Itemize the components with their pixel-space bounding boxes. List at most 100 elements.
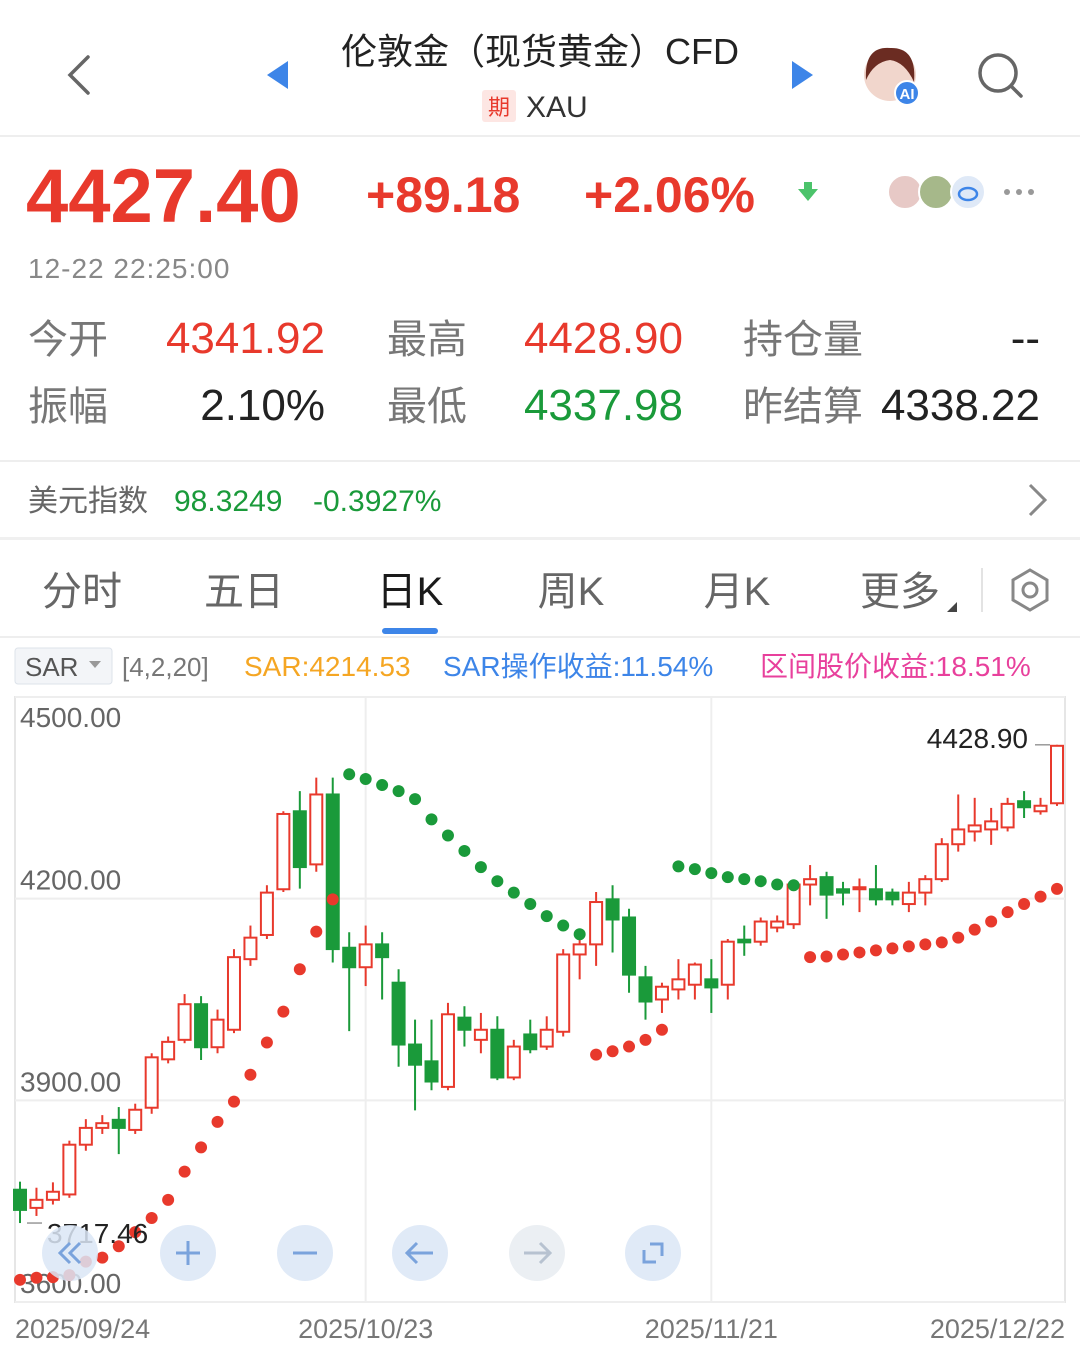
candle-body <box>918 878 933 894</box>
sar-dot <box>771 878 784 891</box>
chart-settings-button[interactable] <box>1011 568 1049 612</box>
sar-dot <box>886 942 899 955</box>
candle-body <box>292 810 307 869</box>
candle-body <box>671 978 686 991</box>
fullscreen-button[interactable] <box>625 1225 681 1281</box>
sar-dot <box>474 861 487 874</box>
period-tab[interactable]: 分时 <box>42 570 122 614</box>
zoom-out-button[interactable] <box>277 1225 333 1281</box>
candle-body <box>901 891 916 906</box>
stat-label: 持仓量 <box>743 318 863 362</box>
candle-body <box>984 820 999 831</box>
scroll-right-button[interactable] <box>509 1225 565 1281</box>
stat-label: 昨结算 <box>743 385 863 429</box>
ai-badge: AI <box>900 86 915 103</box>
community-avatars[interactable] <box>887 174 986 210</box>
period-tab[interactable]: 周K <box>538 570 605 614</box>
more-caret <box>947 602 957 612</box>
indicator-selector[interactable]: SAR <box>14 647 113 685</box>
sar-dot <box>623 1040 636 1053</box>
candle-body <box>325 793 340 951</box>
back-button[interactable] <box>67 55 90 95</box>
period-tab[interactable]: 更多 <box>860 570 940 614</box>
stat-value: 4337.98 <box>524 381 683 430</box>
candle-body <box>687 963 702 986</box>
candle-body <box>29 1198 44 1209</box>
candle-body <box>391 981 406 1046</box>
period-tab[interactable]: 月K <box>704 570 771 614</box>
sar-dot <box>425 813 438 826</box>
candle-body <box>111 1118 126 1129</box>
sar-dot <box>968 923 981 936</box>
period-tab[interactable]: 日K <box>377 570 444 614</box>
selector-box <box>14 647 113 685</box>
candle-body <box>78 1126 93 1146</box>
avatar-hair <box>865 47 915 82</box>
button-bg <box>625 1225 681 1281</box>
scroll-left-button[interactable] <box>392 1225 448 1281</box>
candle-body <box>885 891 900 901</box>
search-button[interactable] <box>978 53 1023 98</box>
candle-body <box>408 1043 423 1066</box>
candle-body <box>737 938 752 944</box>
indicator-readout: 区间股价收益:18.51% <box>760 651 1031 682</box>
x-tick-label: 2025/10/23 <box>298 1314 433 1344</box>
ai-avatar-button[interactable]: AI <box>864 47 920 106</box>
sar-dot <box>441 829 454 842</box>
sar-dot <box>1001 906 1014 919</box>
sar-dot <box>540 910 553 923</box>
sar-dot <box>606 1045 619 1058</box>
candle-body <box>144 1056 159 1109</box>
candle-body <box>490 1028 505 1079</box>
candle-body <box>753 920 768 943</box>
next-symbol-button[interactable] <box>792 61 813 89</box>
badge-bg <box>482 90 516 122</box>
sar-dot <box>672 860 685 873</box>
scroll-start-button[interactable] <box>42 1225 98 1281</box>
weibo-icon <box>957 186 979 202</box>
prev-symbol-button[interactable] <box>267 61 288 89</box>
sar-dot <box>359 773 372 786</box>
candle-body <box>523 1033 538 1051</box>
stat-value: 4341.92 <box>166 314 325 363</box>
icon <box>57 1241 82 1265</box>
stat-label: 今开 <box>28 318 108 362</box>
candle-body <box>95 1122 110 1129</box>
sar-dot <box>853 946 866 959</box>
sar-dot <box>985 915 998 928</box>
stat-value: 2.10% <box>200 381 325 430</box>
sar-dot <box>524 898 537 911</box>
quote-time: 12-22 22:25:00 <box>28 253 230 284</box>
dollar-index-bar[interactable]: 美元指数 98.3249 -0.3927% <box>28 483 1048 518</box>
index-label: 美元指数 <box>28 485 148 518</box>
sar-dot <box>590 1048 603 1061</box>
sar-dot <box>837 948 850 961</box>
candle-body <box>62 1143 77 1196</box>
candle-body <box>226 956 241 1031</box>
candle-body <box>852 886 867 891</box>
y-tick-label: 3900.00 <box>20 1066 121 1097</box>
sar-dot <box>705 867 718 880</box>
sar-dot <box>211 1115 224 1128</box>
icon <box>404 1241 433 1265</box>
candle-body <box>194 1003 209 1049</box>
sar-dot <box>458 844 471 857</box>
period-tab[interactable]: 五日 <box>204 570 284 614</box>
stat-label: 最低 <box>387 385 467 429</box>
avatar <box>950 174 986 210</box>
more-button[interactable] <box>1004 189 1034 195</box>
sar-dot <box>738 873 751 886</box>
stats-grid: 今开 4341.92 最高 4428.90 持仓量 -- 振幅 2.10% 最低 4337.98 昨… <box>28 314 1040 430</box>
trend-arrow <box>798 182 818 201</box>
candle-body <box>424 1060 439 1083</box>
zoom-in-button[interactable] <box>160 1225 216 1281</box>
candle-body <box>128 1108 143 1131</box>
stat-value: -- <box>1011 314 1040 363</box>
sar-dot <box>310 925 323 938</box>
candle-body <box>259 891 274 936</box>
dot <box>1028 189 1034 195</box>
candle-body <box>342 946 357 969</box>
gear-center <box>1021 581 1039 599</box>
candle-body <box>803 878 818 886</box>
